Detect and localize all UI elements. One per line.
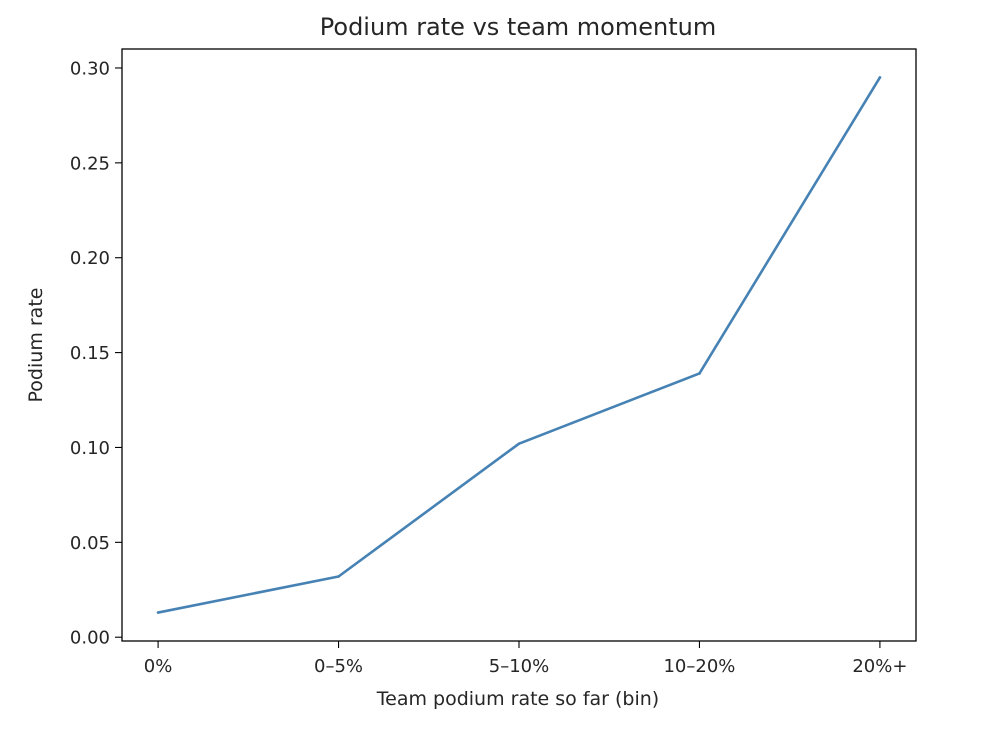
y-tick-label: 0.05 xyxy=(70,533,110,554)
x-tick-label: 0–5% xyxy=(314,656,363,677)
series-layer xyxy=(156,76,882,614)
x-tick-label: 5–10% xyxy=(489,656,549,677)
series-line xyxy=(156,76,882,614)
y-tick-label: 0.30 xyxy=(70,58,110,79)
x-axis-label: Team podium rate so far (bin) xyxy=(376,688,659,710)
y-tick-label: 0.10 xyxy=(70,438,110,459)
x-tick-label: 20%+ xyxy=(852,656,907,677)
y-tick-label: 0.00 xyxy=(70,628,110,649)
chart-title: Podium rate vs team momentum xyxy=(320,13,716,41)
data-point xyxy=(337,575,340,578)
data-point xyxy=(698,372,701,375)
data-point xyxy=(156,611,160,614)
y-tick-label: 0.20 xyxy=(70,248,110,269)
x-tick-label: 10–20% xyxy=(663,656,735,677)
axis-ticks: 0% 0–5% 5–10% 10–20% 20%+ 0.00 0.05 0.10 0.15 0.2… xyxy=(70,58,908,677)
data-point xyxy=(517,442,521,445)
y-axis-label: Podium rate xyxy=(25,288,47,403)
y-tick-label: 0.25 xyxy=(70,153,110,174)
plot-frame xyxy=(121,48,917,642)
x-tick-label: 0% xyxy=(144,656,173,677)
y-tick-label: 0.15 xyxy=(70,343,110,364)
data-point xyxy=(878,76,882,79)
